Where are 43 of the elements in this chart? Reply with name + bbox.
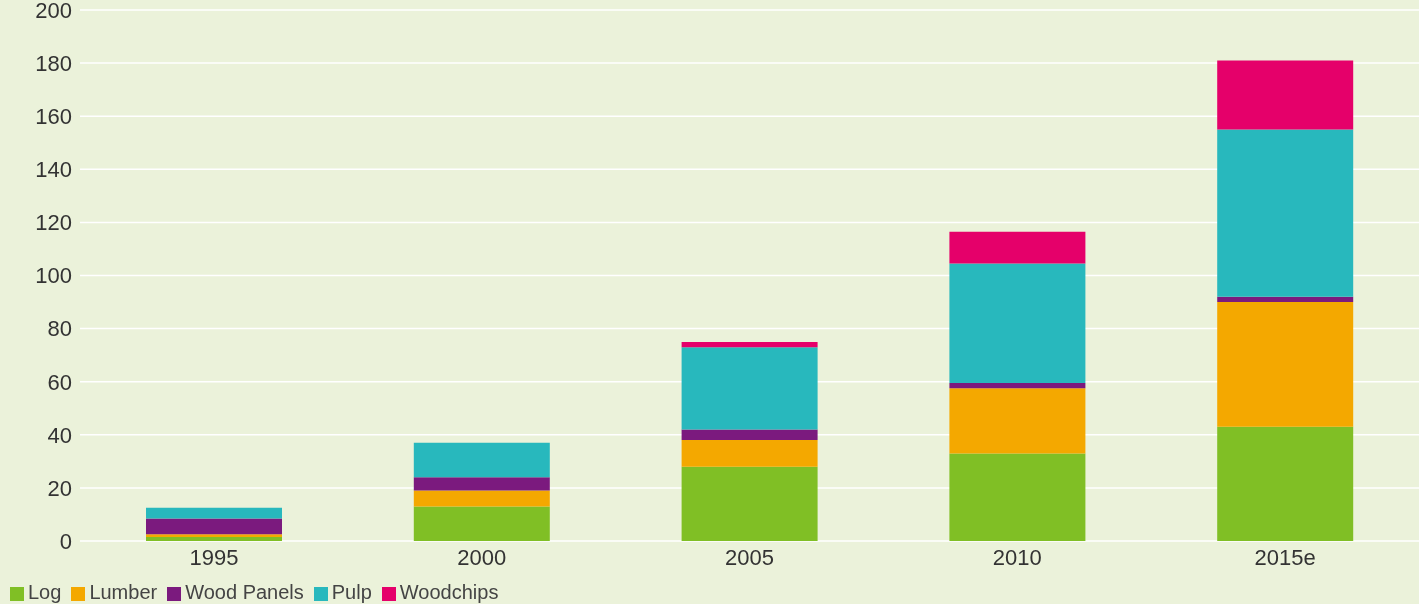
bar xyxy=(1217,129,1354,297)
bar xyxy=(1217,302,1354,427)
bar xyxy=(413,477,550,491)
legend-label: Woodchips xyxy=(399,581,499,603)
bar xyxy=(146,518,282,535)
y-tick-label: 100 xyxy=(35,263,72,289)
bar xyxy=(949,263,1086,384)
x-tick-label: 2000 xyxy=(457,544,507,570)
bar xyxy=(681,466,818,541)
y-tick-label: 200 xyxy=(35,0,72,23)
y-tick-label: 120 xyxy=(35,210,72,236)
bar xyxy=(1217,426,1354,541)
bar xyxy=(681,429,818,441)
x-tick-label: 1995 xyxy=(189,544,239,570)
bar xyxy=(681,440,818,467)
y-tick-label: 80 xyxy=(47,316,72,342)
bar xyxy=(949,383,1086,389)
bar xyxy=(413,506,550,541)
legend-label: Wood Panels xyxy=(185,581,304,603)
bar xyxy=(681,347,818,430)
bar xyxy=(949,231,1086,264)
legend-label: Lumber xyxy=(89,581,158,603)
x-tick-label: 2010 xyxy=(992,544,1042,570)
legend-label: Pulp xyxy=(331,581,372,603)
bar xyxy=(681,341,818,348)
y-tick-label: 0 xyxy=(59,528,72,554)
bar xyxy=(413,490,550,507)
bar xyxy=(146,537,282,541)
x-tick-label: 2015e xyxy=(1254,544,1316,570)
y-tick-label: 40 xyxy=(47,422,72,448)
y-tick-label: 180 xyxy=(35,50,72,76)
bar xyxy=(949,453,1086,541)
y-tick-label: 20 xyxy=(47,475,72,501)
bar xyxy=(413,442,550,478)
bar xyxy=(1217,60,1354,130)
y-tick-label: 140 xyxy=(35,157,72,183)
y-tick-label: 60 xyxy=(47,369,72,395)
legend-label: Log xyxy=(28,581,62,603)
x-tick-label: 2005 xyxy=(725,544,774,570)
bar xyxy=(1217,296,1354,303)
y-tick-label: 160 xyxy=(35,104,72,130)
bar xyxy=(949,388,1086,454)
bar xyxy=(146,507,282,519)
